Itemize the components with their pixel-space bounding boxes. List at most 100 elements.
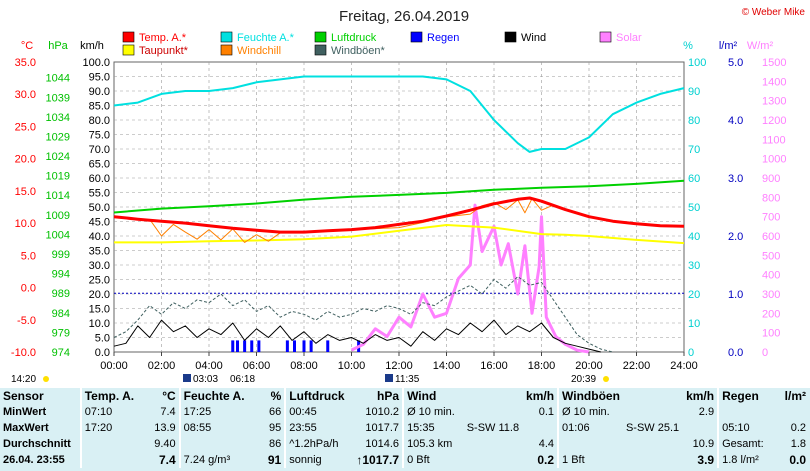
tick-solar: 1300 [762, 96, 786, 108]
axis-labels: °C 35.0 30.0 25.0 20.0 15.0 10.0 5.0 0.0 -5.0 -10.… [11, 40, 787, 359]
cell: 0.1 [538, 406, 555, 418]
tick-solar: 1100 [762, 134, 786, 146]
rain-bar [231, 340, 235, 352]
axis-title-temp: °C [21, 40, 33, 52]
axis-title-solar: W/m² [747, 40, 774, 52]
tick-temp: 15.0 [15, 186, 36, 198]
tick-pressure: 1009 [46, 210, 70, 222]
cell: 3.9 [697, 453, 715, 467]
tick-wind: 45.0 [89, 217, 110, 229]
cell: ↑1017.7 [356, 453, 400, 467]
tick-humidity: 60 [688, 173, 700, 185]
x-axis: 00:00 02:00 04:00 06:00 08:00 10:00 12:00 14:00… [100, 352, 698, 372]
cell [464, 404, 522, 420]
rain-bar [293, 340, 296, 352]
legend-swatch [504, 31, 517, 43]
header-humidity-unit: % [270, 389, 282, 403]
tick-solar: 800 [762, 192, 780, 204]
cell: 0 Bft [402, 452, 464, 468]
cell: 91 [267, 453, 282, 467]
row-label: Durchschnitt [3, 438, 71, 450]
rain-bar [257, 340, 261, 352]
header-rain-unit: l/m² [784, 389, 806, 403]
stats-row-current: 26.04. 23:55 7.4 7.24 g/m³ 91 sonnig ↑10… [0, 452, 809, 468]
tick-temp: 0.0 [21, 283, 36, 295]
tick-wind: 95.0 [89, 72, 110, 84]
legend-swatch [314, 44, 327, 56]
tick-wind: 50.0 [89, 202, 110, 214]
x-tick-label: 10:00 [338, 360, 366, 372]
tick-wind: 65.0 [89, 159, 110, 171]
tick-humidity: 80 [688, 115, 700, 127]
cell: 1014.6 [365, 438, 400, 450]
tick-wind: 15.0 [89, 304, 110, 316]
cell: 1010.2 [365, 406, 400, 418]
header-gusts-unit: km/h [686, 389, 715, 403]
legend-label: Solar [616, 32, 642, 44]
tick-rain: 5.0 [728, 57, 743, 69]
tick-wind: 90.0 [89, 86, 110, 98]
tick-pressure: 994 [52, 269, 70, 281]
cell [464, 436, 522, 452]
tick-humidity: 70 [688, 144, 700, 156]
tick-temp: 20.0 [15, 154, 36, 166]
legend-label: Wind [521, 32, 546, 44]
cell [623, 436, 682, 452]
x-tick-label: 02:00 [148, 360, 176, 372]
tick-solar: 200 [762, 308, 780, 320]
weather-chart: Freitag, 26.04.2019 © Weber Mike Temp. A… [11, 7, 806, 385]
cell: 1.8 l/m² [717, 452, 771, 468]
tick-wind: 70.0 [89, 144, 110, 156]
x-tick-label: 12:00 [385, 360, 413, 372]
tick-wind: 85.0 [89, 101, 110, 113]
moon-icon [385, 374, 393, 382]
tick-solar: 1200 [762, 115, 786, 127]
cell: ^1.2hPa/h [284, 436, 350, 452]
tick-pressure: 1044 [46, 73, 70, 85]
axis-title-rain: l/m² [719, 40, 738, 52]
series-solar [350, 203, 590, 354]
tick-solar: 300 [762, 289, 780, 301]
header-wind-dir [464, 388, 522, 404]
tick-rain: 1.0 [728, 289, 743, 301]
tick-temp: -10.0 [11, 347, 36, 359]
tick-solar: 1400 [762, 76, 786, 88]
cell: 1 Bft [557, 452, 623, 468]
header-pressure: Luftdruck [284, 388, 350, 404]
tick-humidity: 10 [688, 318, 700, 330]
tick-humidity: 100 [688, 57, 706, 69]
tick-wind: 20.0 [89, 289, 110, 301]
cell: 13.9 [154, 422, 176, 434]
legend-swatch [122, 44, 135, 56]
cell: 1.8 [790, 438, 806, 450]
x-tick-label: 24:00 [670, 360, 698, 372]
time-marker: 11:35 [395, 374, 420, 385]
time-markers: 14:20 03:03 06:18 11:35 20:39 [11, 374, 609, 385]
rain-bar [285, 340, 289, 352]
tick-humidity: 40 [688, 231, 700, 243]
header-humidity: Feuchte A. [178, 388, 252, 404]
cell: 23:55 [284, 420, 350, 436]
row-label: MaxWert [3, 422, 49, 434]
x-tick-label: 22:00 [623, 360, 651, 372]
series-taupunkt [114, 224, 685, 245]
header-pressure-unit: hPa [377, 389, 400, 403]
cell [782, 404, 809, 420]
rain-bar [236, 340, 239, 352]
tick-wind: 35.0 [89, 246, 110, 258]
rain-bar [250, 340, 254, 352]
rain-bar [309, 340, 313, 352]
cell: Ø 10 min. [557, 404, 623, 420]
tick-humidity: 20 [688, 289, 700, 301]
tick-solar: 600 [762, 231, 780, 243]
cell: 66 [268, 406, 282, 418]
cell [522, 420, 558, 436]
tick-rain: 4.0 [728, 115, 743, 127]
rain-bar [243, 340, 247, 352]
tick-pressure: 999 [52, 249, 70, 261]
legend-label: Feuchte A.* [237, 32, 295, 44]
cell [682, 420, 718, 436]
tick-wind: 5.0 [95, 333, 110, 345]
tick-wind: 75.0 [89, 130, 110, 142]
tick-temp: -5.0 [17, 315, 36, 327]
